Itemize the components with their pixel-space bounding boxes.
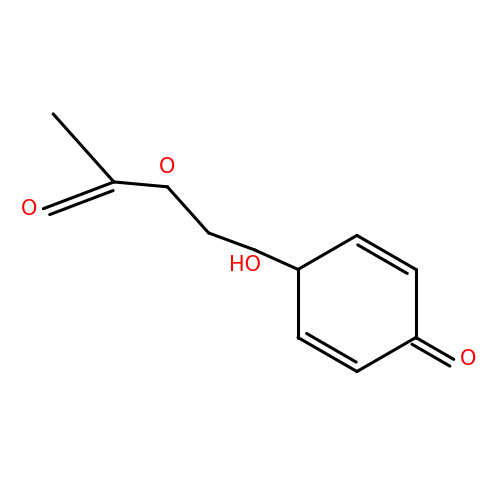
- Text: HO: HO: [228, 254, 260, 274]
- Text: O: O: [159, 158, 176, 178]
- Text: O: O: [460, 350, 476, 370]
- Text: O: O: [20, 198, 37, 218]
